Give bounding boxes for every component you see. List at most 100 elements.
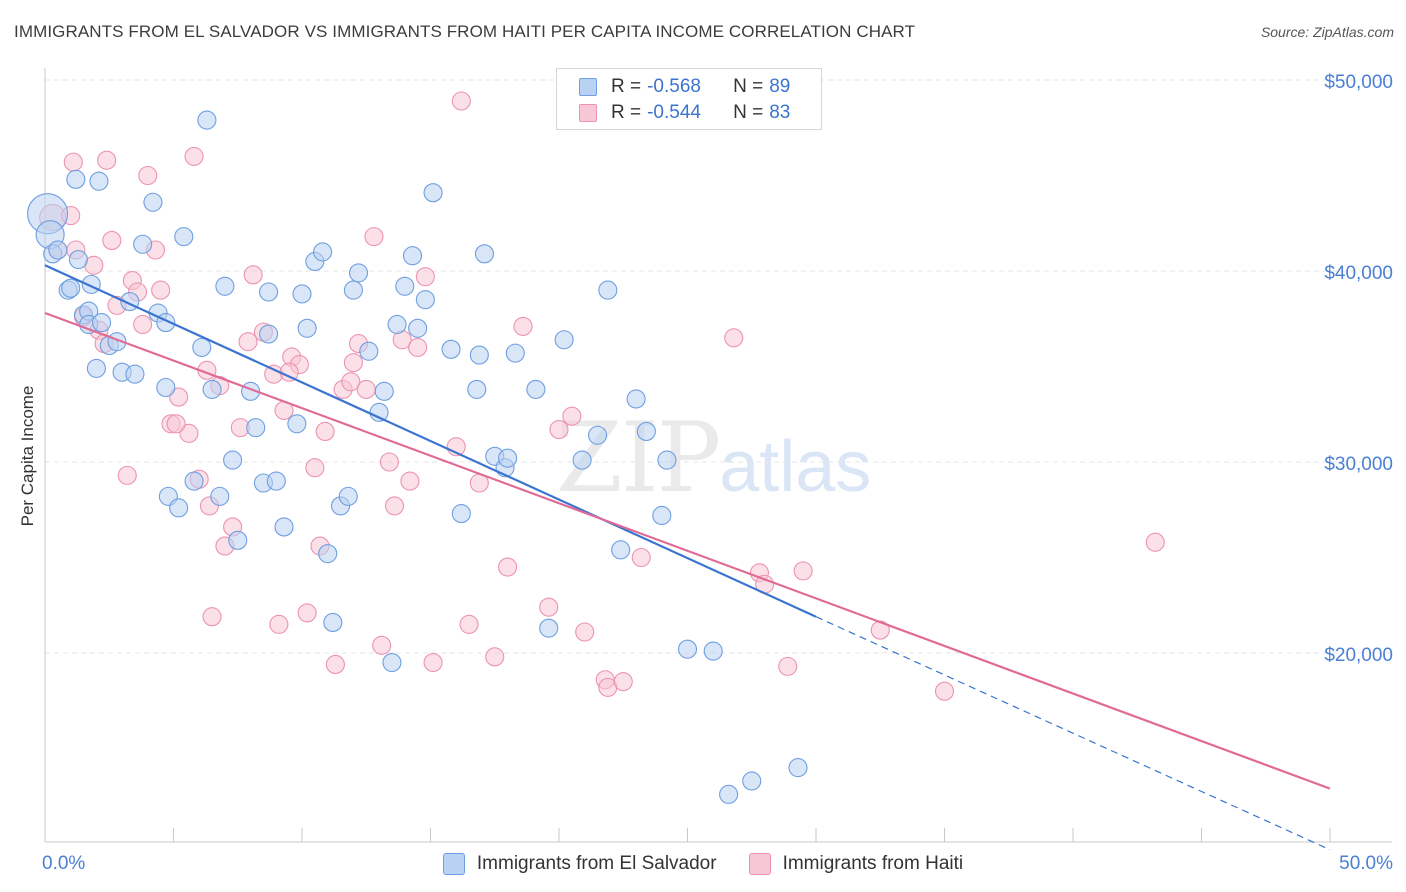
el-salvador-point	[184, 471, 204, 491]
haiti-point	[549, 419, 569, 440]
haiti-point	[384, 496, 405, 516]
haiti-point	[575, 622, 595, 642]
n-value: 83	[769, 102, 791, 123]
el-salvador-point	[292, 284, 312, 304]
stats-legend: R = -0.568 N = 89 R = -0.544 N = 83	[556, 68, 822, 130]
el-salvador-point	[587, 425, 608, 445]
x-tick-label: 0.0%	[42, 853, 85, 874]
n-label: N =	[733, 76, 764, 97]
el-salvador-point	[526, 379, 546, 399]
y-tick-label: $20,000	[1324, 645, 1393, 666]
el-salvador-point	[374, 381, 394, 401]
n-label: N =	[733, 102, 764, 123]
haiti-point	[724, 328, 744, 348]
haiti-point	[238, 332, 258, 352]
haiti-point	[356, 379, 376, 399]
el-salvador-point	[343, 280, 363, 300]
el-salvador-point	[505, 343, 525, 363]
el-salvador-point	[554, 330, 574, 350]
haiti-point	[179, 423, 199, 443]
el-salvador-point	[215, 276, 235, 296]
haiti-point	[415, 267, 435, 287]
el-salvador-point	[318, 544, 338, 564]
series-legend: Immigrants from El Salvador Immigrants f…	[0, 852, 1406, 876]
haiti-point	[297, 603, 317, 623]
el-salvador-point	[66, 169, 86, 189]
haiti-point	[315, 421, 335, 441]
haiti-point	[539, 597, 559, 617]
el-salvador-point	[382, 652, 402, 673]
y-tick-label: $40,000	[1324, 263, 1393, 284]
el-salvador-point	[626, 389, 646, 409]
haiti-point	[372, 635, 392, 655]
el-salvador-point	[498, 448, 518, 468]
pink-swatch	[579, 104, 597, 122]
el-salvador-point	[719, 784, 739, 804]
el-salvador-point	[657, 450, 677, 470]
el-salvador-point	[451, 504, 471, 524]
blue-swatch	[579, 78, 597, 96]
haiti-point	[166, 414, 186, 434]
haiti-point	[408, 337, 428, 357]
haiti-point	[202, 607, 222, 627]
source-credit: Source: ZipAtlas.com	[1260, 24, 1394, 40]
el-salvador-point	[467, 379, 487, 399]
haiti-point	[485, 647, 505, 667]
haiti-point	[97, 150, 117, 170]
haiti-point	[138, 165, 158, 186]
haiti-point	[341, 372, 361, 392]
haiti-point	[562, 406, 582, 426]
haiti-point	[379, 452, 399, 472]
haiti-point	[1145, 532, 1165, 552]
el-salvador-point	[469, 345, 489, 365]
el-salvador-point	[192, 337, 212, 357]
el-salvador-point	[677, 639, 698, 659]
pink-swatch	[748, 853, 771, 875]
haiti-point	[400, 471, 420, 491]
haiti-trend-line	[44, 311, 1331, 790]
haiti-point	[151, 280, 171, 300]
el-salvador-point	[197, 110, 217, 130]
stats-legend-row-haiti: R = -0.544 N = 83	[579, 101, 790, 125]
el-salvador-point	[223, 450, 243, 470]
haiti-point	[364, 227, 384, 247]
haiti-point	[459, 614, 479, 634]
el-salvador-point	[323, 612, 343, 632]
el-salvador-point	[636, 421, 656, 441]
el-salvador-point	[174, 227, 194, 247]
legend-label: Immigrants from El Salvador	[476, 853, 717, 874]
haiti-point	[184, 146, 204, 166]
el-salvador-point	[703, 641, 723, 661]
haiti-point	[325, 654, 345, 675]
el-salvador-point	[169, 498, 189, 518]
chart-title: IMMIGRANTS FROM EL SALVADOR VS IMMIGRANT…	[14, 22, 916, 41]
haiti-point	[513, 316, 533, 336]
el-salvador-point	[415, 290, 435, 310]
el-salvador-point	[598, 280, 618, 300]
haiti-point	[117, 465, 137, 485]
blue-swatch	[442, 853, 465, 875]
el-salvador-point	[246, 418, 266, 438]
el-salvador-point	[287, 414, 307, 434]
el-salvador-point	[402, 246, 423, 266]
el-salvador-point	[259, 324, 279, 344]
el-salvador-point	[266, 471, 286, 491]
el-salvador-point	[423, 183, 443, 203]
y-tick-label: $30,000	[1324, 454, 1393, 475]
legend-label: Immigrants from Haiti	[782, 853, 964, 874]
el-salvador-point	[395, 276, 415, 296]
haiti-point	[778, 656, 798, 676]
el-salvador-point	[441, 339, 461, 359]
haiti-point	[269, 614, 289, 634]
el-salvador-point	[259, 282, 279, 302]
el-salvador-point	[125, 364, 145, 384]
stats-legend-row-el-salvador: R = -0.568 N = 89	[579, 75, 790, 99]
n-value: 89	[769, 76, 791, 97]
el-salvador-point	[788, 758, 808, 778]
r-value: -0.544	[647, 102, 701, 123]
haiti-point	[63, 152, 83, 172]
x-tick-label: 50.0%	[1339, 853, 1393, 874]
el-salvador-point	[297, 318, 317, 338]
haiti-point	[793, 561, 813, 581]
r-value: -0.568	[647, 76, 701, 97]
